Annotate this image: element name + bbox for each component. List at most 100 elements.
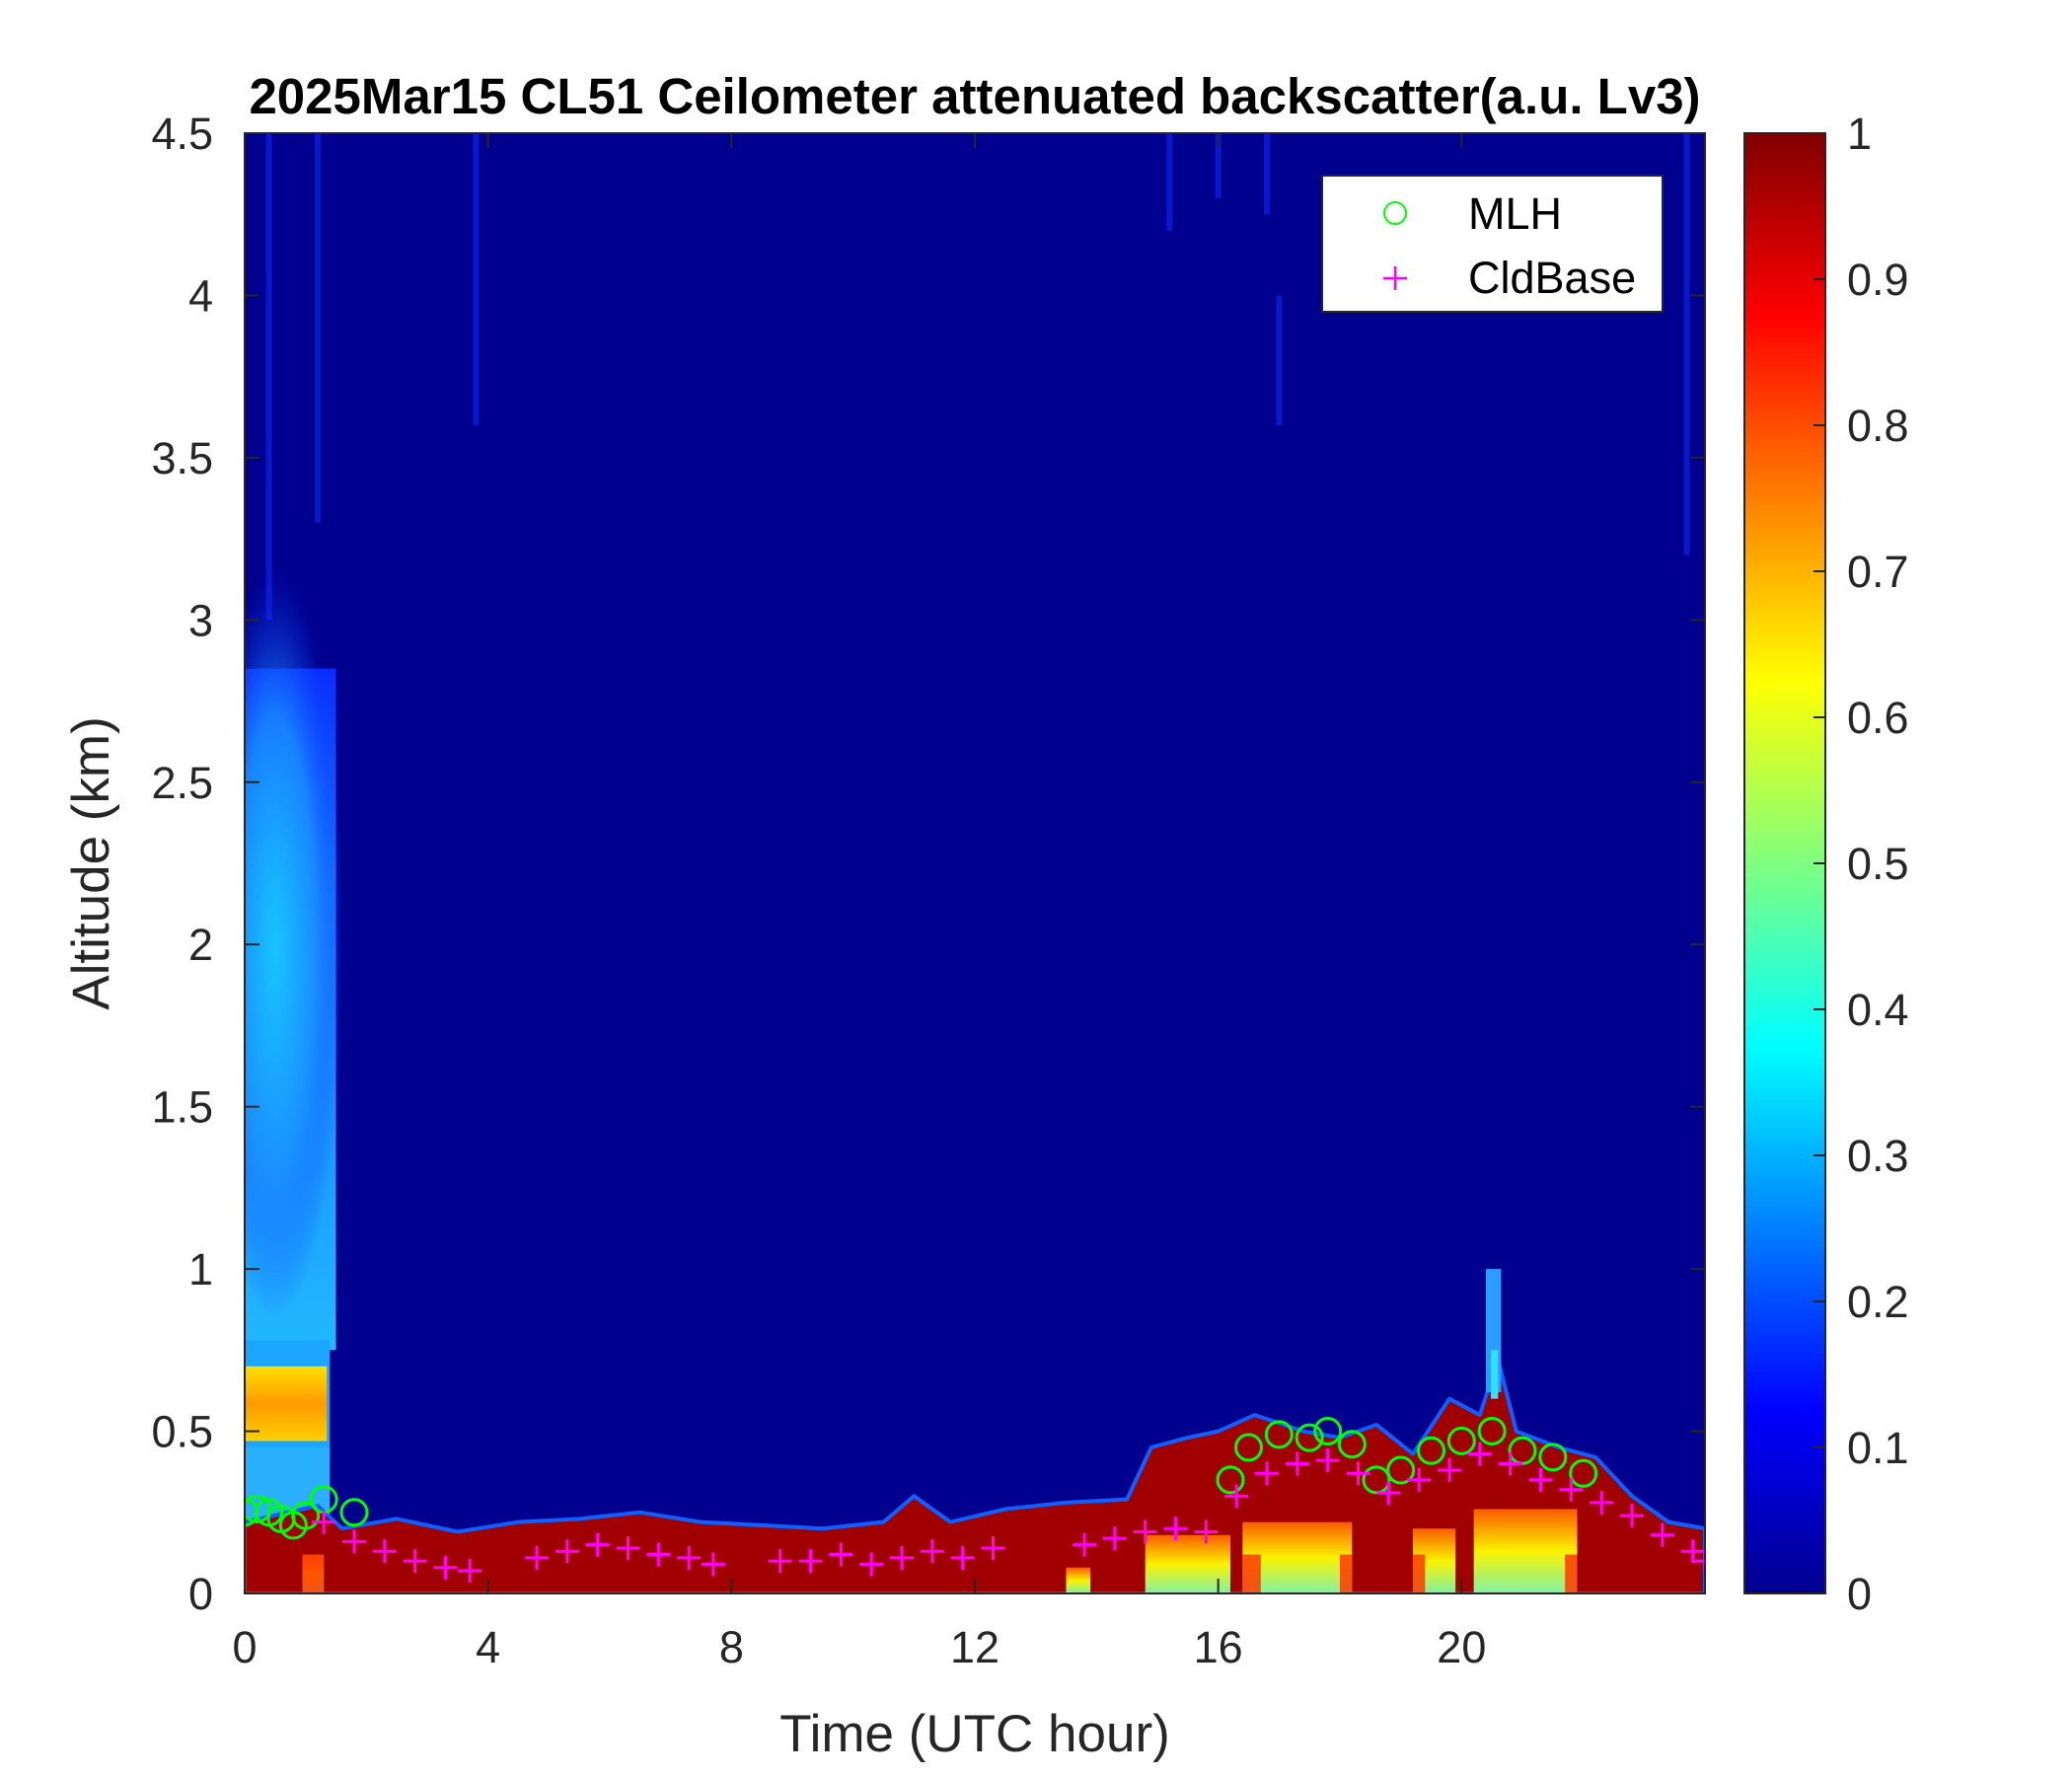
cldbase-point bbox=[1102, 1526, 1127, 1551]
mlh-point bbox=[1362, 1465, 1391, 1495]
legend-mlh-marker bbox=[1383, 201, 1407, 225]
cldbase-point bbox=[525, 1545, 549, 1570]
colorbar-tick-label: 0.3 bbox=[1847, 1131, 1909, 1181]
cldbase-point bbox=[555, 1539, 579, 1564]
cldbase-point bbox=[829, 1542, 853, 1567]
noise-streak bbox=[1166, 133, 1173, 231]
y-tick-label: 0.5 bbox=[151, 1407, 213, 1457]
legend: MLH CldBase bbox=[1321, 175, 1664, 313]
x-axis-label: Time (UTC hour) bbox=[779, 1705, 1170, 1763]
lower-return-patch bbox=[1473, 1509, 1578, 1593]
cldbase-point bbox=[372, 1539, 397, 1564]
cldbase-point bbox=[1133, 1519, 1157, 1544]
colorbar-ticks: 0 0.1 0.2 0.3 0.4 0.5 0.6 0.7 0.8 0.9 1 bbox=[1813, 109, 1909, 1619]
cldbase-point bbox=[1346, 1461, 1370, 1486]
mlh-point bbox=[1386, 1455, 1416, 1485]
aerosol-core bbox=[245, 569, 344, 1320]
cldbase-point bbox=[1438, 1458, 1461, 1483]
mlh-point bbox=[1417, 1436, 1445, 1465]
mlh-point bbox=[1446, 1426, 1476, 1455]
mlh-point bbox=[1569, 1458, 1598, 1488]
cldbase-point bbox=[1163, 1517, 1188, 1541]
saturation-fringe bbox=[1340, 1554, 1353, 1593]
x-tick-label: 12 bbox=[950, 1622, 999, 1672]
noise-streak bbox=[315, 133, 321, 523]
plume-spike-core bbox=[1490, 1350, 1499, 1399]
colorbar-tick-label: 0 bbox=[1847, 1569, 1872, 1619]
residual-layer bbox=[245, 1366, 328, 1442]
mlh-point bbox=[245, 1494, 271, 1523]
cldbase-point bbox=[701, 1552, 725, 1577]
cldbase-point bbox=[677, 1545, 702, 1570]
colorbar: 0 0.1 0.2 0.3 0.4 0.5 0.6 0.7 0.8 0.9 1 bbox=[1743, 109, 1909, 1619]
mlh-point bbox=[339, 1498, 369, 1527]
x-tick-label: 20 bbox=[1437, 1622, 1486, 1672]
colorbar-tick-label: 1 bbox=[1847, 109, 1872, 159]
saturation-fringe bbox=[302, 1554, 325, 1593]
x-tick-label: 4 bbox=[476, 1622, 500, 1672]
cldbase-point bbox=[616, 1535, 640, 1560]
y-tick-label: 2 bbox=[188, 920, 213, 970]
cldbase-point bbox=[1650, 1522, 1674, 1547]
cldbase-point bbox=[1498, 1451, 1522, 1476]
noise-streak bbox=[1683, 133, 1690, 555]
mlh-point bbox=[1295, 1423, 1324, 1452]
cldbase-point bbox=[646, 1542, 671, 1567]
cldbase-point bbox=[433, 1555, 458, 1580]
colorbar-tick-label: 0.6 bbox=[1847, 693, 1909, 743]
cldbase-point bbox=[1693, 1549, 1705, 1574]
colorbar-tick-label: 0.1 bbox=[1847, 1423, 1909, 1473]
colorbar-tick-label: 0.9 bbox=[1847, 255, 1909, 305]
cldbase-point bbox=[1376, 1481, 1401, 1506]
colorbar-tick-label: 0.4 bbox=[1847, 985, 1909, 1035]
cldbase-point bbox=[1407, 1467, 1432, 1492]
saturation-fringe bbox=[1413, 1554, 1426, 1593]
colorbar-tick-label: 0.7 bbox=[1847, 547, 1909, 597]
saturation-fringe bbox=[1565, 1554, 1578, 1593]
mlh-point bbox=[1216, 1465, 1245, 1495]
cldbase-point bbox=[1528, 1467, 1553, 1492]
cldbase-point bbox=[1073, 1532, 1096, 1557]
cldbase-point bbox=[890, 1545, 914, 1570]
chart-title: 2025Mar15 CL51 Ceilometer attenuated bac… bbox=[249, 68, 1700, 124]
legend-mlh-label: MLH bbox=[1468, 188, 1562, 239]
x-tick-label: 8 bbox=[719, 1622, 744, 1672]
cldbase-point bbox=[403, 1549, 427, 1574]
cldbase-point bbox=[1680, 1539, 1705, 1564]
cldbase-point bbox=[1285, 1451, 1309, 1476]
cldbase-point bbox=[920, 1539, 944, 1564]
mlh-point bbox=[1264, 1420, 1294, 1449]
cldbase-point bbox=[1620, 1504, 1644, 1528]
y-tick-label: 1.5 bbox=[151, 1082, 213, 1133]
noise-streak bbox=[473, 133, 480, 425]
mlh-point bbox=[291, 1501, 321, 1530]
cldbase-point bbox=[1467, 1442, 1492, 1466]
colorbar-tick-label: 0.8 bbox=[1847, 401, 1909, 451]
x-tick-label: 0 bbox=[232, 1622, 257, 1672]
plot-area bbox=[245, 133, 1705, 1593]
y-axis-label: Altitude (km) bbox=[62, 716, 120, 1009]
saturation-fringe bbox=[1242, 1554, 1261, 1593]
cldbase-point bbox=[981, 1535, 1005, 1560]
cldbase-point bbox=[312, 1510, 336, 1534]
lower-return-patch bbox=[1145, 1534, 1230, 1593]
mlh-point bbox=[1477, 1417, 1507, 1446]
noise-streak bbox=[265, 133, 272, 621]
y-tick-label: 4 bbox=[188, 270, 213, 321]
legend-cldbase-label: CldBase bbox=[1468, 253, 1636, 303]
cldbase-point bbox=[1590, 1490, 1614, 1515]
mlh-point bbox=[1508, 1436, 1537, 1465]
y-tick-label: 3 bbox=[188, 595, 213, 645]
cldbase-point bbox=[585, 1532, 610, 1557]
cldbase-point bbox=[859, 1552, 884, 1577]
cldbase-point bbox=[950, 1545, 975, 1570]
mlh-point bbox=[1313, 1417, 1343, 1446]
heatmap-background bbox=[245, 133, 1705, 1593]
legend-box bbox=[1321, 175, 1664, 313]
mlh-point bbox=[1538, 1443, 1568, 1472]
cldbase-point bbox=[1315, 1448, 1340, 1473]
cldbase-point bbox=[1194, 1519, 1219, 1544]
colorbar-gradient bbox=[1743, 132, 1826, 1594]
series-markers bbox=[245, 1417, 1705, 1583]
x-axis: 0 4 8 12 16 20 bbox=[232, 133, 1486, 1672]
